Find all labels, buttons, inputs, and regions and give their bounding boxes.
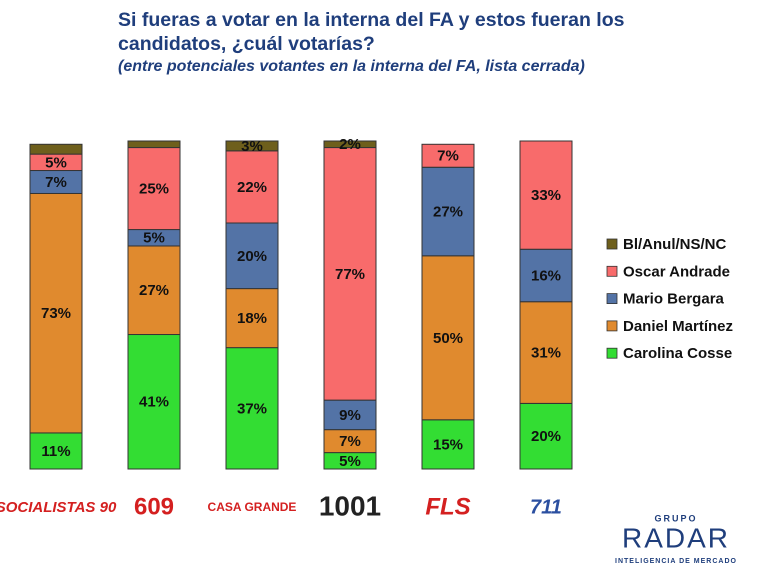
bar-segment — [421, 166, 475, 257]
party-logo: FLS — [425, 493, 470, 520]
data-label: 9% — [339, 407, 361, 424]
bar-segment — [127, 245, 181, 336]
legend-label: Carolina Cosse — [623, 345, 732, 362]
data-label: 7% — [437, 148, 459, 165]
legend-swatch — [606, 238, 618, 250]
bar-segment — [225, 222, 279, 290]
data-label: 50% — [433, 330, 463, 347]
bar-segment — [519, 402, 573, 470]
legend-swatch — [606, 293, 618, 305]
bar-segment — [225, 140, 279, 152]
data-label: 41% — [139, 394, 169, 411]
brand-tagline: INTELIGENCIA DE MERCADO — [615, 558, 737, 565]
legend-label: Bl/Anul/NS/NC — [623, 236, 726, 253]
party-logo: CASA GRANDE — [208, 500, 297, 514]
bar-segment — [519, 301, 573, 404]
data-label: 77% — [335, 266, 365, 283]
legend-label: Daniel Martínez — [623, 318, 733, 335]
data-label: 20% — [531, 428, 561, 445]
data-label: 5% — [45, 154, 67, 171]
data-label: 3% — [241, 138, 263, 155]
bar-segment — [421, 419, 475, 470]
party-logo: 609 — [134, 493, 174, 520]
data-label: 11% — [41, 443, 70, 460]
legend-swatch — [606, 347, 618, 359]
bar-segment — [323, 147, 377, 401]
legend-label: Mario Bergara — [623, 291, 725, 308]
chart-subtitle: (entre potenciales votantes en la intern… — [118, 58, 585, 75]
party-logo: 1001 — [319, 490, 381, 521]
bar-segment — [29, 143, 83, 155]
data-label: 33% — [531, 187, 561, 204]
bar-segment — [225, 347, 279, 470]
bar-segment — [519, 248, 573, 303]
data-label: 73% — [41, 305, 71, 322]
bar-segment — [519, 140, 573, 250]
brand-top: GRUPO — [654, 513, 697, 523]
bar-segment — [127, 147, 181, 231]
bar-segment — [225, 288, 279, 349]
data-label: 2% — [339, 136, 361, 153]
chart-title: Si fueras a votar en la interna del FA y… — [118, 9, 625, 55]
legend-swatch — [606, 320, 618, 332]
data-label: 27% — [433, 203, 463, 220]
legend-label: Oscar Andrade — [623, 263, 730, 280]
bar-segment — [225, 150, 279, 224]
legend-swatch — [606, 265, 618, 277]
data-label: 5% — [339, 453, 361, 470]
bar-segment — [127, 334, 181, 470]
bar-segment — [421, 255, 475, 421]
data-label: 22% — [237, 179, 267, 196]
brand-name: RADAR — [622, 522, 730, 553]
party-logo: SOCIALISTAS 90 — [0, 499, 117, 516]
data-label: 7% — [339, 433, 361, 450]
data-label: 27% — [139, 282, 169, 299]
data-label: 25% — [139, 181, 169, 198]
data-label: 16% — [531, 267, 561, 284]
data-label: 7% — [45, 174, 67, 191]
data-label: 18% — [237, 310, 267, 327]
data-label: 37% — [237, 400, 267, 417]
bar-segment — [323, 140, 377, 149]
data-label: 5% — [143, 230, 165, 247]
bar-segment — [421, 143, 475, 168]
data-label: 15% — [433, 436, 463, 453]
data-label: 31% — [531, 345, 561, 362]
party-logo: 711 — [530, 496, 562, 518]
bar-segment — [29, 432, 83, 470]
bar-segment — [127, 140, 181, 149]
data-label: 20% — [237, 248, 267, 265]
